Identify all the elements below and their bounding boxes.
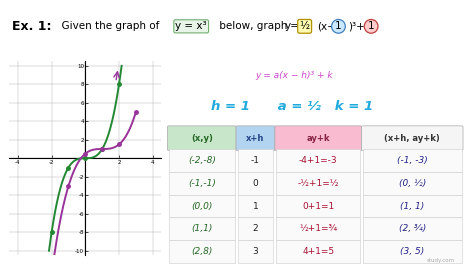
FancyBboxPatch shape — [169, 217, 235, 240]
FancyBboxPatch shape — [236, 126, 275, 151]
Text: -1: -1 — [251, 156, 260, 165]
FancyBboxPatch shape — [169, 195, 235, 217]
Text: 1: 1 — [368, 21, 374, 31]
Text: (1, 1): (1, 1) — [400, 202, 424, 211]
FancyBboxPatch shape — [276, 149, 360, 172]
Text: y = a(x − h)³ + k: y = a(x − h)³ + k — [255, 71, 333, 80]
Text: (x−: (x− — [317, 21, 336, 31]
FancyBboxPatch shape — [169, 172, 235, 195]
Text: x+h: x+h — [246, 134, 264, 143]
Text: ay+k: ay+k — [307, 134, 330, 143]
Text: (-2,-8): (-2,-8) — [188, 156, 216, 165]
Text: (-1,-1): (-1,-1) — [188, 179, 216, 188]
FancyBboxPatch shape — [276, 172, 360, 195]
FancyBboxPatch shape — [169, 240, 235, 263]
FancyBboxPatch shape — [276, 195, 360, 217]
Text: (-1, -3): (-1, -3) — [397, 156, 428, 165]
Text: (0, ½): (0, ½) — [399, 179, 426, 188]
Text: -4+1=-3: -4+1=-3 — [299, 156, 337, 165]
Text: 1: 1 — [253, 202, 258, 211]
FancyBboxPatch shape — [363, 149, 462, 172]
FancyBboxPatch shape — [363, 195, 462, 217]
Text: (2, ¾): (2, ¾) — [399, 224, 426, 233]
FancyBboxPatch shape — [169, 149, 235, 172]
Text: h = 1      a = ½   k = 1: h = 1 a = ½ k = 1 — [211, 100, 373, 113]
FancyBboxPatch shape — [362, 126, 463, 151]
FancyBboxPatch shape — [363, 172, 462, 195]
Text: ½: ½ — [300, 21, 310, 31]
Text: below, graph: below, graph — [216, 21, 290, 31]
Text: (0,0): (0,0) — [191, 202, 212, 211]
FancyBboxPatch shape — [276, 217, 360, 240]
Text: study.com: study.com — [427, 258, 455, 263]
Text: (x,y): (x,y) — [191, 134, 213, 143]
Text: ½+1=¾: ½+1=¾ — [299, 224, 337, 233]
FancyBboxPatch shape — [363, 217, 462, 240]
Text: 3: 3 — [253, 247, 258, 256]
FancyBboxPatch shape — [275, 126, 362, 151]
Text: y=: y= — [284, 21, 299, 31]
Text: 4+1=5: 4+1=5 — [302, 247, 334, 256]
Text: y = x³: y = x³ — [175, 21, 207, 31]
Text: -½+1=½: -½+1=½ — [298, 179, 339, 188]
FancyBboxPatch shape — [167, 126, 236, 151]
Text: (1,1): (1,1) — [191, 224, 212, 233]
Text: 0+1=1: 0+1=1 — [302, 202, 334, 211]
Text: (3, 5): (3, 5) — [400, 247, 424, 256]
FancyBboxPatch shape — [237, 172, 273, 195]
Text: (2,8): (2,8) — [191, 247, 212, 256]
FancyBboxPatch shape — [276, 240, 360, 263]
Text: 1: 1 — [335, 21, 342, 31]
FancyBboxPatch shape — [363, 240, 462, 263]
Text: )³+: )³+ — [348, 21, 365, 31]
FancyBboxPatch shape — [237, 217, 273, 240]
Text: Ex. 1:: Ex. 1: — [12, 20, 51, 33]
FancyBboxPatch shape — [237, 240, 273, 263]
FancyBboxPatch shape — [237, 149, 273, 172]
Text: Given the graph of: Given the graph of — [55, 21, 159, 31]
FancyBboxPatch shape — [237, 195, 273, 217]
Text: (x+h, ay+k): (x+h, ay+k) — [384, 134, 440, 143]
Text: 0: 0 — [253, 179, 258, 188]
Text: 2: 2 — [253, 224, 258, 233]
